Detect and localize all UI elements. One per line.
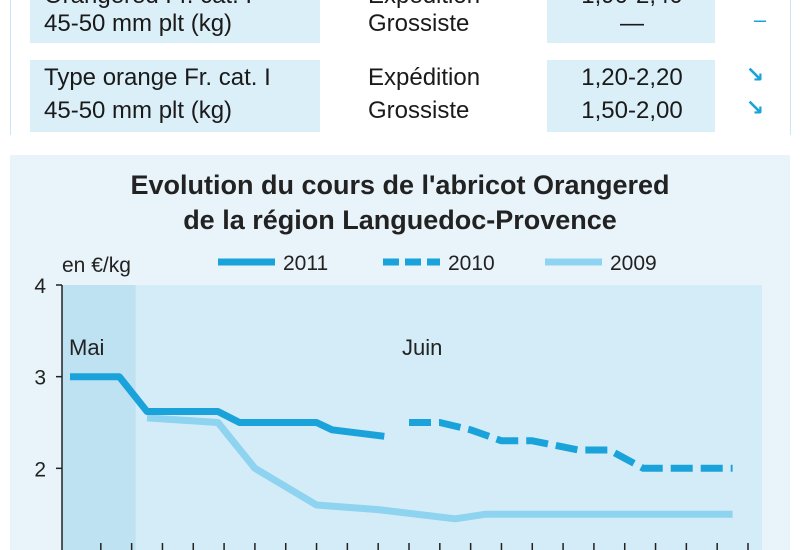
series-line-2011: [70, 373, 385, 440]
y-tick-label-3: 3: [34, 367, 46, 390]
price-cell-bg-2: [547, 60, 715, 132]
chart-title-line2: de la région Languedoc-Provence: [183, 205, 617, 235]
month-label-juin: Juin: [402, 335, 442, 360]
row1-stage-line2: Grossiste: [368, 10, 470, 37]
y-axis-label: en €/kg: [62, 254, 131, 277]
product-cell-bg-1: [30, 0, 320, 43]
row1-price-line1: 1,90-2,40: [547, 0, 717, 12]
row1-stage-line1: Expédition: [368, 0, 480, 12]
up-arrow-icon: ↗: [740, 0, 780, 4]
series-line-2009: [146, 414, 733, 523]
may-region: [62, 285, 136, 550]
row2-stage-line1: Expédition: [368, 64, 481, 91]
row2-product-line1: Type orange Fr. cat. I: [44, 64, 271, 91]
legend-label-2009: 2009: [610, 252, 657, 275]
row2-price-line2: 1,50-2,00: [581, 97, 683, 124]
row1-product-line1: Orangered Fr. cat. I: [44, 0, 252, 12]
dash-icon: –: [753, 7, 767, 32]
down-arrow-icon: ↘: [745, 62, 765, 87]
y-tick-label-2: 2: [34, 458, 46, 481]
series-line-2010: [409, 419, 733, 472]
price-cell-bg-1: [547, 0, 715, 43]
row1-product-line2: 45-50 mm plt (kg): [44, 10, 233, 37]
table-divider-right: [790, 0, 791, 135]
row2-price-line1: 1,20-2,20: [581, 64, 683, 91]
row1-price-line2: —: [620, 10, 644, 37]
month-label-mai: Mai: [69, 335, 104, 360]
legend-label-2011: 2011: [283, 252, 328, 275]
row2-product-line2: 45-50 mm plt (kg): [44, 97, 233, 124]
down-arrow-icon-2: ↘: [745, 95, 765, 120]
row2-stage-line2: Grossiste: [368, 97, 470, 124]
legend-label-2010: 2010: [448, 252, 495, 275]
product-cell-bg-2: [30, 60, 320, 132]
y-tick-label-4: 4: [34, 275, 46, 298]
chart-title-line1: Evolution du cours de l'abricot Orangere…: [130, 170, 670, 200]
table-divider-left: [10, 0, 11, 135]
price-table: Orangered Fr. cat. I 45-50 mm plt (kg) E…: [0, 0, 800, 135]
